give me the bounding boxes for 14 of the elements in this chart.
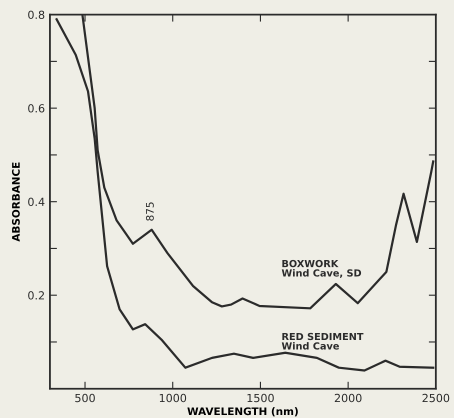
y-tick-label: 0.6 [28, 104, 44, 113]
annotation: 875 [146, 202, 154, 221]
x-tick-label: 1500 [248, 394, 274, 402]
x-tick-label: 500 [75, 394, 95, 402]
x-axis-title: WAVELENGTH (nm) [187, 407, 298, 416]
y-tick-label: 0.2 [28, 291, 44, 300]
y-tick-label: 0.4 [28, 198, 44, 206]
x-tick-label: 2500 [422, 394, 450, 402]
series-label: RED SEDIMENT Wind Cave [282, 332, 364, 350]
x-tick-label: 1000 [160, 394, 186, 402]
series-label: BOXWORK Wind Cave, SD [282, 260, 362, 278]
y-tick-label: 0.8 [28, 10, 44, 20]
y-axis-title: ABSORBANCE [12, 162, 20, 242]
x-tick-label: 2000 [334, 394, 362, 402]
